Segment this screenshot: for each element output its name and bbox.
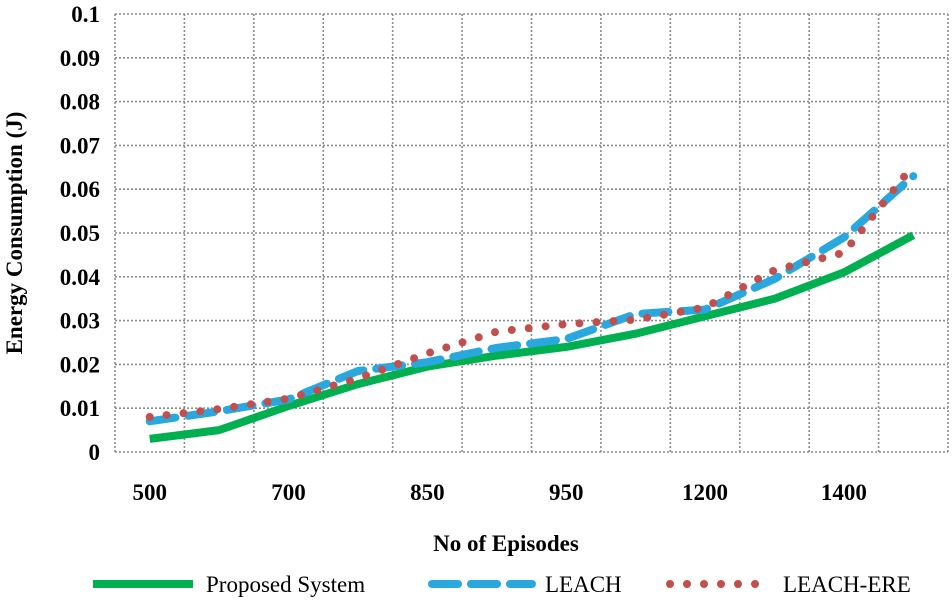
x-tick-label: 950 bbox=[549, 480, 584, 505]
y-tick-label: 0.04 bbox=[60, 265, 101, 290]
x-tick-label: 500 bbox=[132, 480, 167, 505]
y-tick-label: 0.08 bbox=[60, 90, 100, 115]
legend-label: Proposed System bbox=[206, 572, 365, 597]
series-line-leach bbox=[145, 172, 918, 426]
y-tick-label: 0.1 bbox=[71, 2, 100, 27]
y-axis-title: Energy Consumption (J) bbox=[2, 112, 27, 355]
x-axis-title: No of Episodes bbox=[433, 531, 579, 556]
series-line-proposed-system bbox=[149, 231, 916, 443]
gridlines bbox=[114, 13, 949, 453]
legend-label: LEACH-ERE bbox=[783, 572, 911, 597]
y-tick-label: 0.01 bbox=[60, 396, 100, 421]
x-tick-label: 1400 bbox=[821, 480, 867, 505]
legend: Proposed System LEACH LEACH-ERE bbox=[93, 572, 911, 597]
y-tick-label: 0.03 bbox=[60, 309, 100, 334]
y-tick-label: 0.02 bbox=[60, 352, 100, 377]
series-lines bbox=[145, 161, 918, 443]
x-tick-label: 850 bbox=[410, 480, 445, 505]
y-tick-label: 0.06 bbox=[60, 177, 100, 202]
y-tick-label: 0.07 bbox=[60, 133, 100, 158]
x-tick-label: 1200 bbox=[682, 480, 728, 505]
x-axis-ticks: 500 700 850 950 1200 1400 bbox=[132, 480, 866, 505]
legend-label: LEACH bbox=[545, 572, 622, 597]
series-line-leach-ere bbox=[145, 161, 918, 421]
y-tick-label: 0.05 bbox=[60, 221, 100, 246]
x-tick-label: 700 bbox=[271, 480, 306, 505]
y-axis-ticks: 0 0.01 0.02 0.03 0.04 0.05 0.06 0.07 0.08 0.09 0.1 bbox=[60, 2, 101, 465]
y-tick-label: 0 bbox=[89, 440, 101, 465]
y-tick-label: 0.09 bbox=[60, 46, 100, 71]
